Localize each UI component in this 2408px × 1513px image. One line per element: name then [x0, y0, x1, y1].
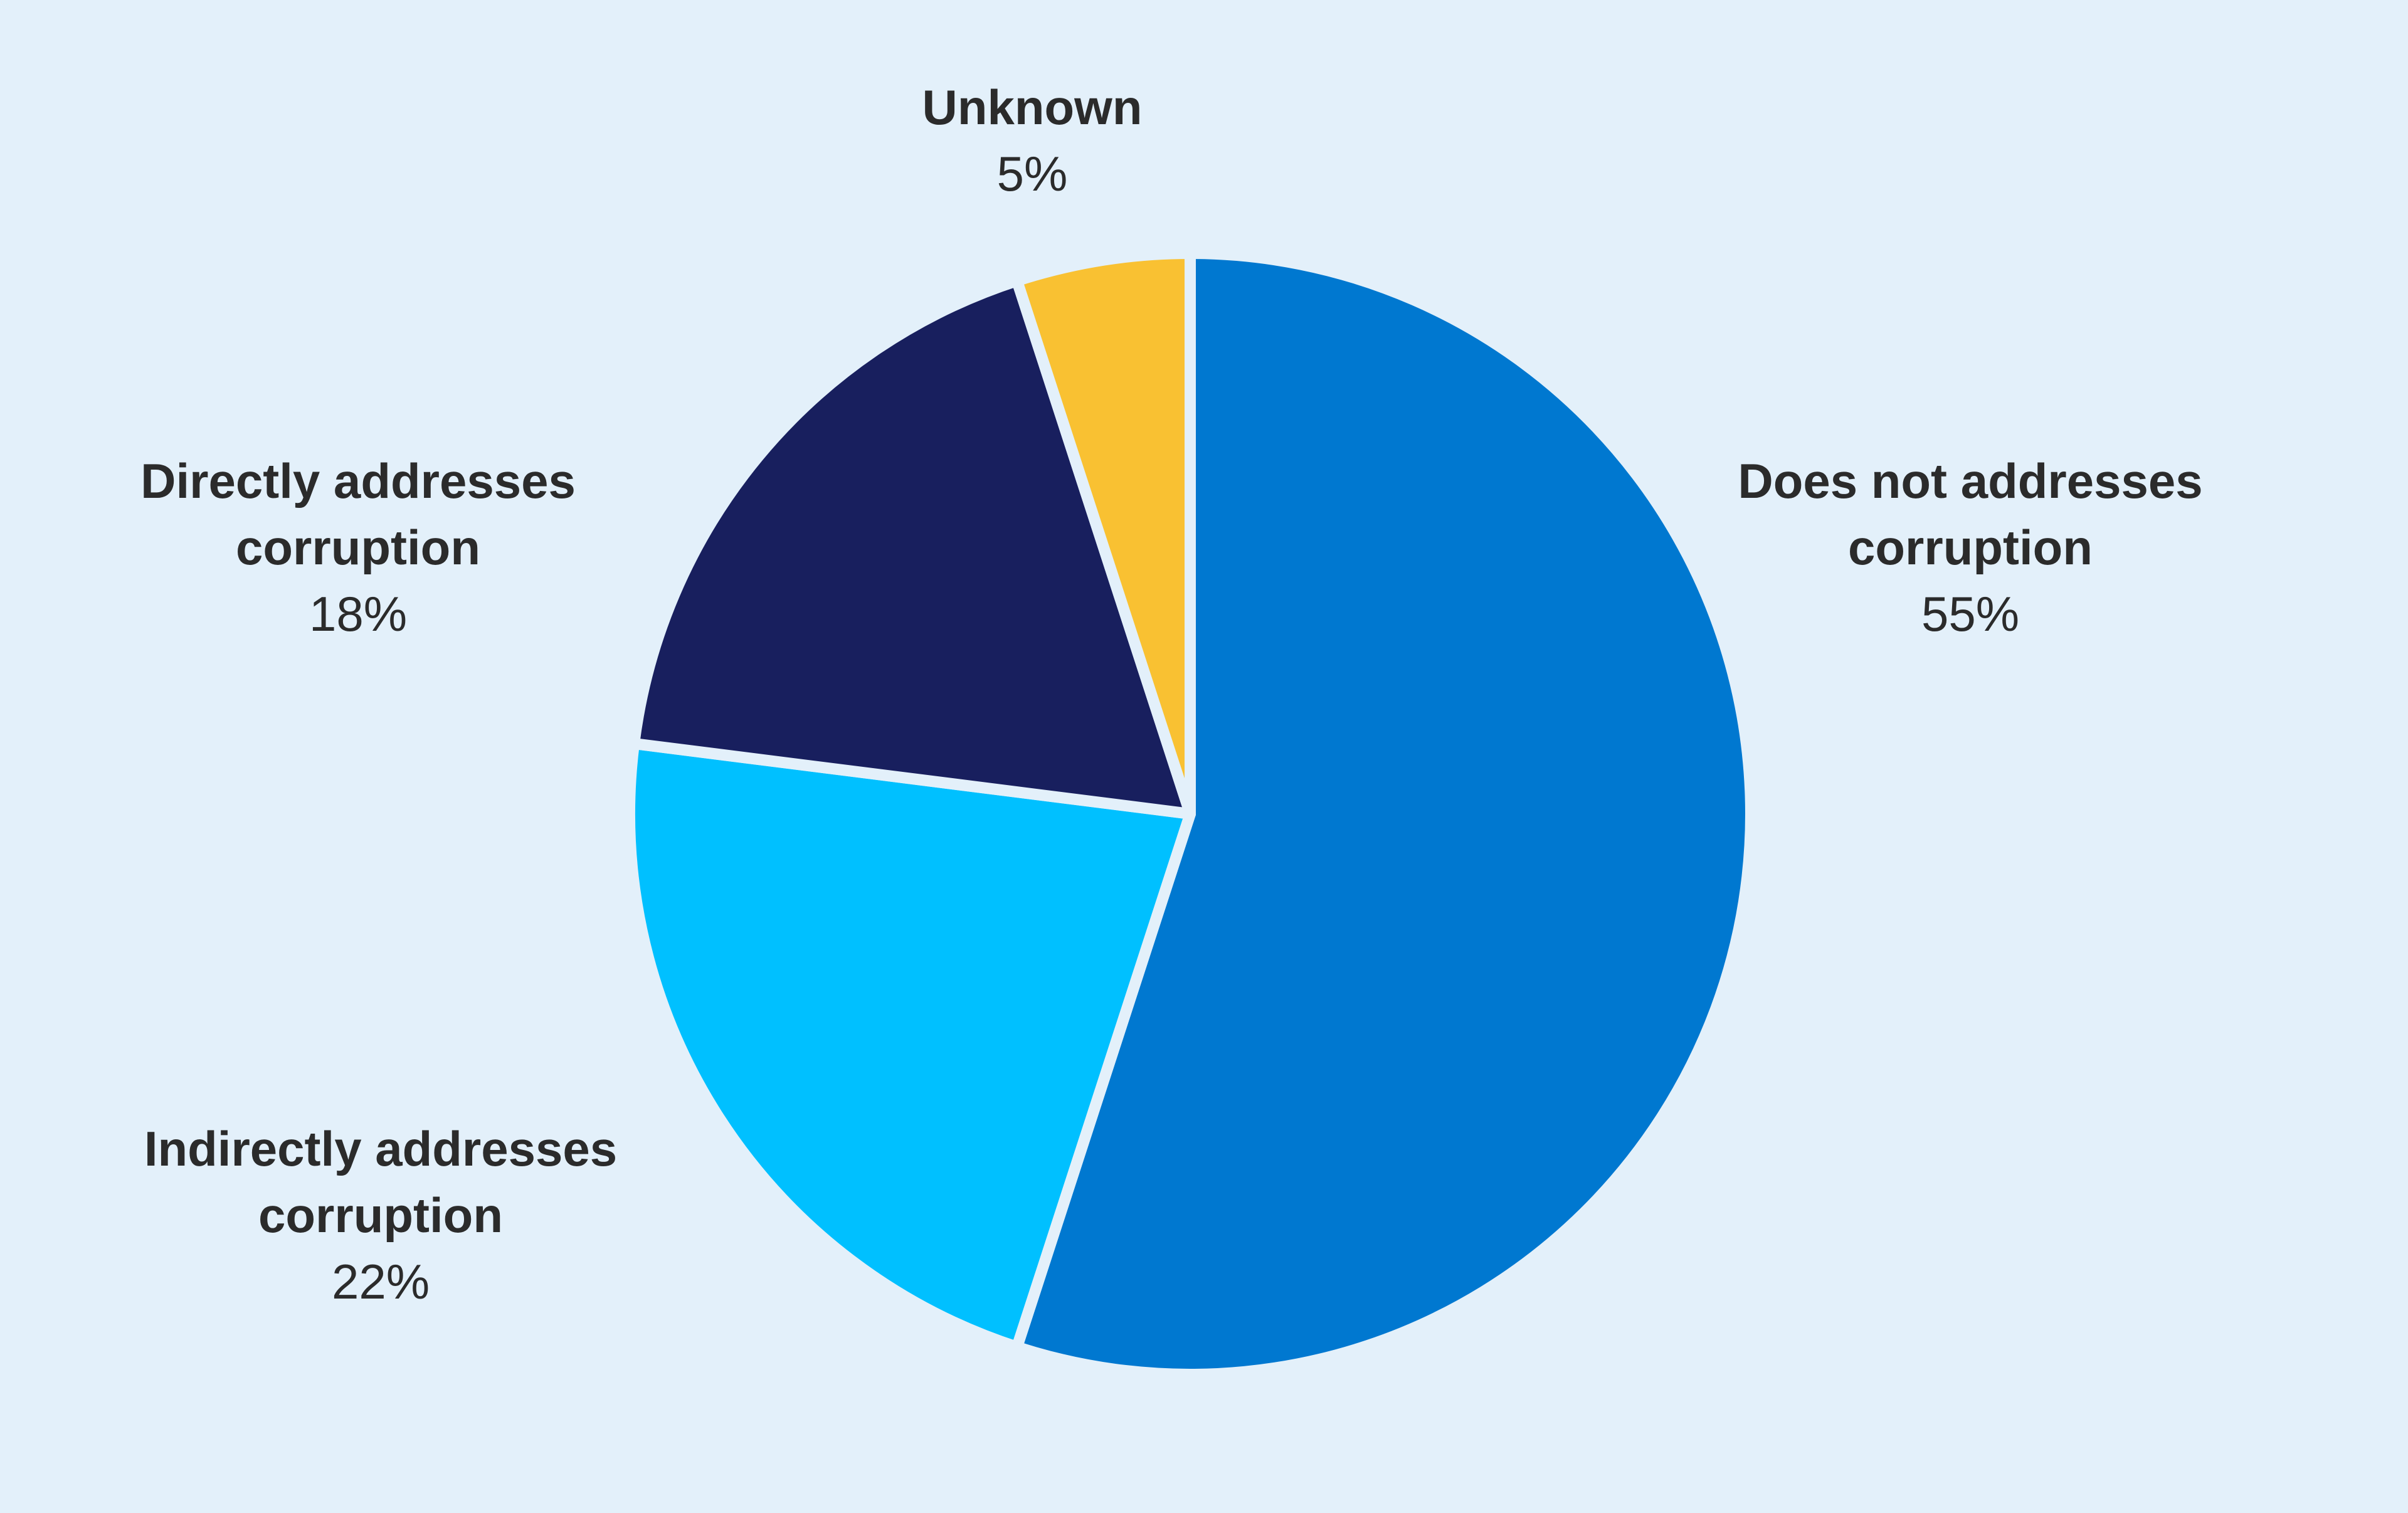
category-label: Does not addresses corruption: [1738, 453, 2203, 575]
pie-slice: [628, 275, 1196, 820]
slice-label: Directly addresses corruption 18%: [45, 448, 672, 647]
slice-label: Does not addresses corruption 55%: [1657, 448, 2284, 647]
value-label: 55%: [1921, 586, 2020, 641]
slice-label: Indirectly addresses corruption 22%: [67, 1115, 694, 1315]
category-label: Directly addresses corruption: [140, 453, 576, 575]
slice-label: Unknown 5%: [719, 74, 1346, 207]
category-label: Unknown: [922, 80, 1143, 135]
category-label: Indirectly addresses corruption: [144, 1121, 618, 1243]
value-label: 18%: [309, 586, 408, 641]
value-label: 22%: [331, 1254, 430, 1309]
pie-slice: [1011, 248, 1756, 1380]
pie-slice: [624, 737, 1196, 1353]
value-label: 5%: [996, 146, 1068, 201]
pie-slice: [1011, 248, 1196, 820]
